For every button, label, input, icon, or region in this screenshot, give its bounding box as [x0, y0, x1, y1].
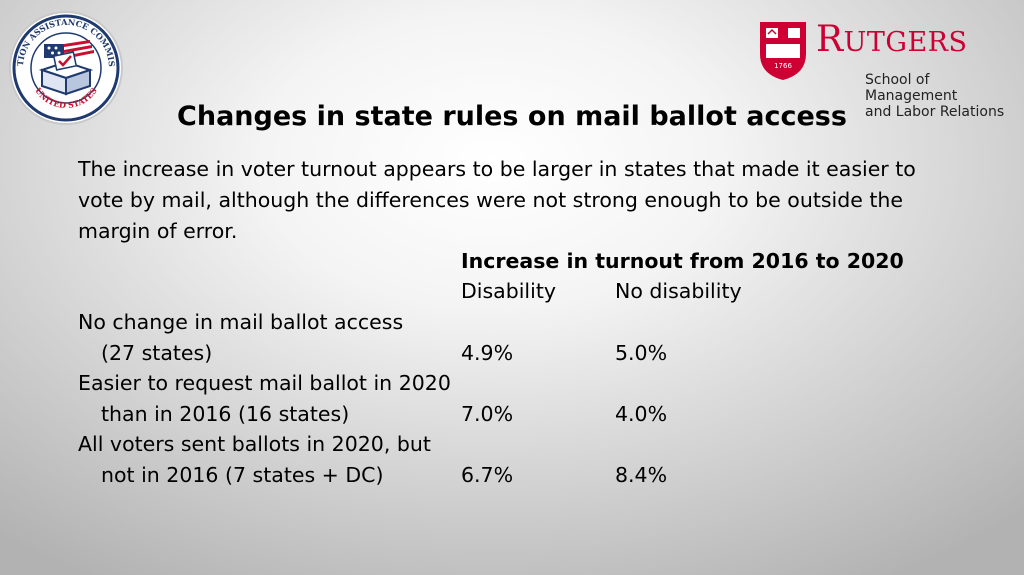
value-no-disability: 5.0% [615, 341, 668, 365]
svg-text:1766: 1766 [774, 62, 792, 70]
value-no-disability: 4.0% [615, 402, 668, 426]
row-label-line1: All voters sent ballots in 2020, but [78, 432, 431, 456]
table-group-header: Increase in turnout from 2016 to 2020 [461, 249, 904, 273]
row-label-line1: No change in mail ballot access [78, 310, 404, 334]
school-name: School of Management and Labor Relations [865, 72, 1005, 120]
value-disability: 4.9% [461, 341, 514, 365]
eac-seal-icon: ELECTION ASSISTANCE COMMISSION UNITED ST… [4, 2, 123, 125]
column-header-disability: Disability [461, 279, 556, 303]
eac-logo: ELECTION ASSISTANCE COMMISSION UNITED ST… [4, 2, 124, 126]
row-label-line2: (27 states) [101, 341, 213, 365]
rutgers-shield-icon: 1766 [760, 22, 806, 80]
value-disability: 6.7% [461, 463, 514, 487]
rutgers-wordmark: RUTGERS [816, 19, 968, 60]
row-label-line1: Easier to request mail ballot in 2020 [78, 371, 451, 395]
value-disability: 7.0% [461, 402, 514, 426]
row-label-line2: than in 2016 (16 states) [101, 402, 350, 426]
value-no-disability: 8.4% [615, 463, 668, 487]
rutgers-logo: 1766 RUTGERS School of Management and La… [758, 19, 1018, 120]
intro-paragraph: The increase in voter turnout appears to… [78, 157, 916, 243]
column-header-no-disability: No disability [615, 279, 742, 303]
row-label-line2: not in 2016 (7 states + DC) [101, 463, 384, 487]
slide-title: Changes in state rules on mail ballot ac… [177, 101, 847, 132]
